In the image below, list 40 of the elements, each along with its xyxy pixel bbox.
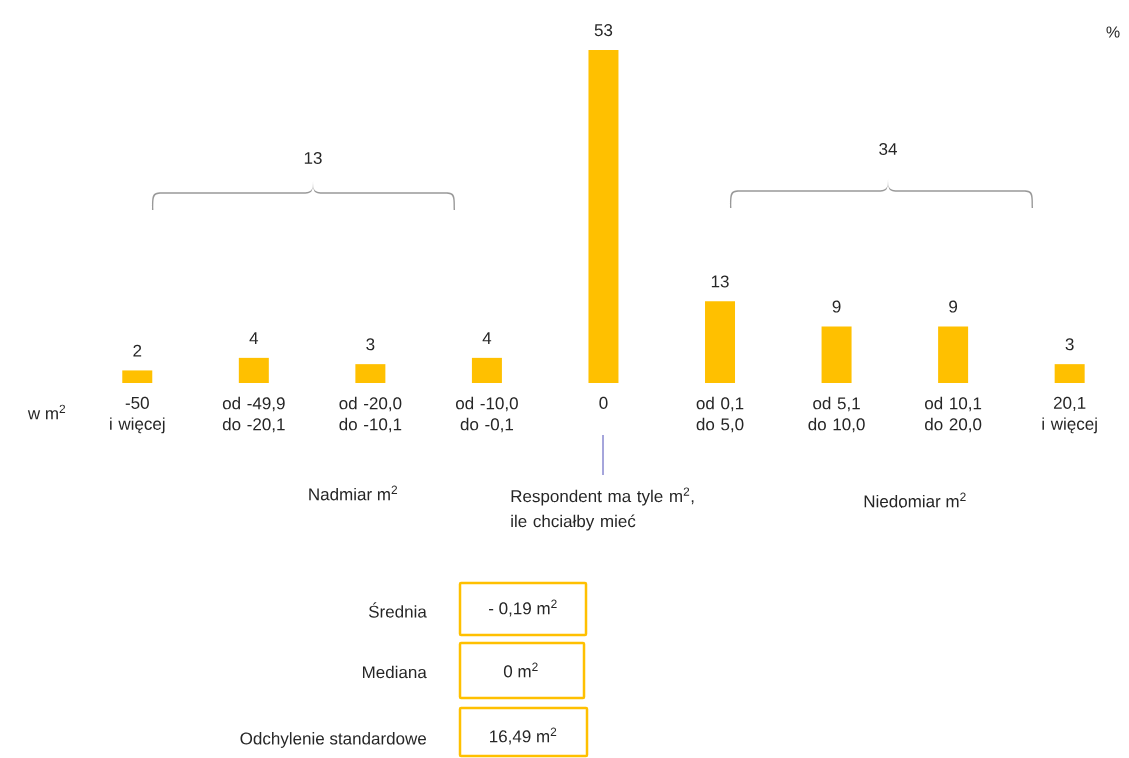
data-label: 9 — [832, 300, 841, 313]
x-tick-label: od 5,1 do 10,0 — [808, 396, 865, 433]
data-label: 4 — [249, 332, 259, 344]
text: Średnia — [368, 602, 427, 618]
x-tick-label: 20,1 i więcej — [1042, 396, 1097, 434]
annotation: 34 — [879, 142, 897, 156]
bar — [705, 301, 736, 383]
x-tick-label: od 10,1 do 20,0 — [925, 396, 982, 433]
text: Odchylenie standardowe — [240, 732, 427, 748]
text: Mediana — [362, 665, 427, 679]
data-label: 13 — [711, 275, 729, 288]
bar — [1054, 364, 1085, 383]
x-tick-label: od -20,0 do -10,1 — [339, 396, 402, 433]
text: Niedomiar m$^{2}$ — [864, 492, 966, 508]
x-tick-label: od -10,0 do -0,1 — [455, 396, 518, 433]
bar — [588, 50, 619, 383]
text: - 0,19 m$^{2}$ — [489, 599, 557, 617]
text: Nadmiar m$^{2}$ — [309, 485, 398, 501]
data-label: 3 — [366, 338, 375, 351]
x-tick-label: od 0,1 do 5,0 — [696, 396, 744, 433]
data-label: 3 — [1065, 338, 1074, 351]
y-axis-title: % — [1106, 26, 1120, 38]
bar — [355, 364, 386, 383]
data-label: 4 — [482, 332, 492, 344]
data-label: 9 — [949, 300, 958, 313]
text: 16,49 m$^{2}$ — [490, 727, 557, 745]
data-label: 2 — [133, 344, 142, 357]
x-tick-label: 0 — [599, 396, 608, 409]
x-tick-label: -50 i więcej — [110, 396, 165, 434]
x-tick-label: od -49,9 do -20,1 — [222, 396, 285, 433]
data-label: 53 — [594, 24, 613, 37]
bar — [821, 326, 852, 383]
text: 0 m$^{2}$ — [503, 662, 538, 678]
bar — [122, 370, 153, 383]
bar — [238, 357, 269, 383]
bar — [471, 357, 502, 383]
text: Respondent ma tyle m$^{2}$, ile chciałby mieć — [511, 487, 694, 531]
bar — [938, 326, 969, 383]
annotation: 13 — [304, 151, 322, 165]
x-axis-title: w m$^{2}$ — [27, 404, 66, 420]
